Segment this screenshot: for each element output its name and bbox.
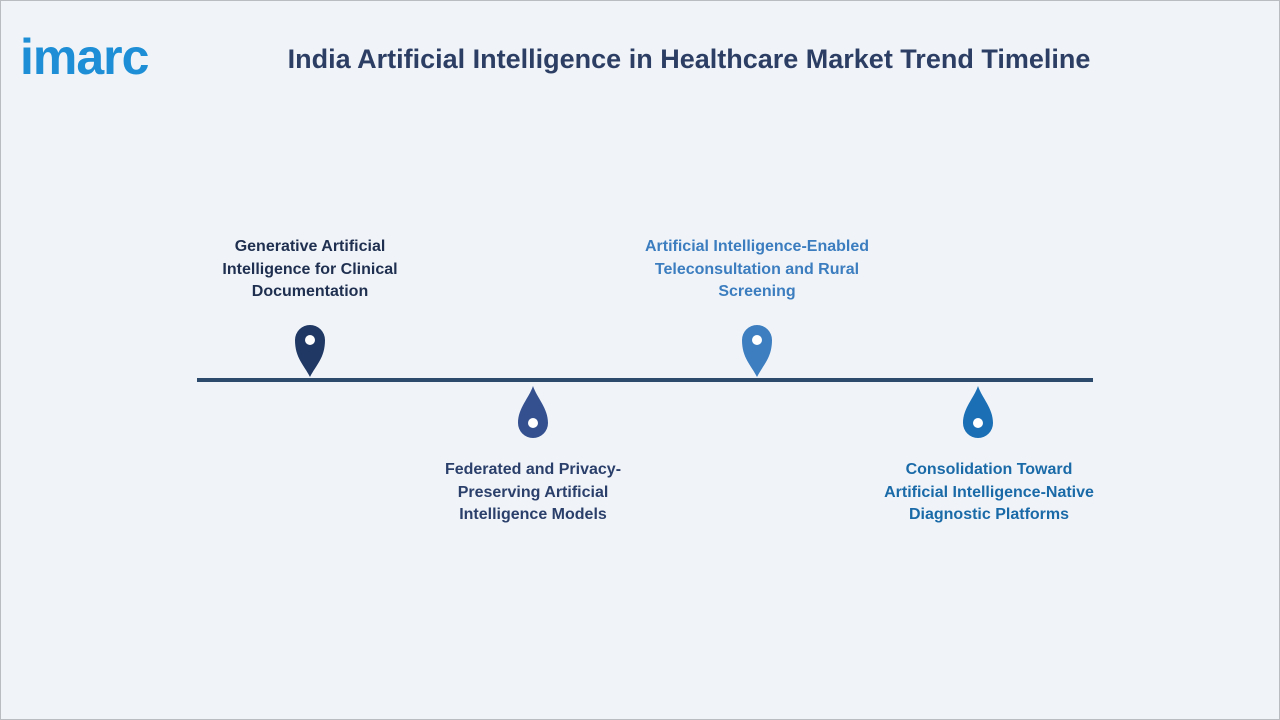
pin — [518, 386, 548, 438]
pin — [742, 325, 772, 377]
item-label: Federated and Privacy- — [445, 461, 621, 478]
item-label: Intelligence for Clinical — [222, 261, 397, 278]
pin-hole — [973, 418, 983, 428]
logo: imarc — [20, 29, 149, 85]
pin-hole — [528, 418, 538, 428]
item-label: Generative Artificial — [235, 238, 386, 255]
item-label: Intelligence Models — [459, 506, 607, 523]
pin — [295, 325, 325, 377]
item-label: Documentation — [252, 283, 368, 300]
pin-hole — [752, 335, 762, 345]
item-label: Consolidation Toward — [906, 461, 1073, 478]
item-label: Teleconsultation and Rural — [655, 261, 859, 278]
pin — [963, 386, 993, 438]
item-label: Artificial Intelligence-Native — [884, 484, 1094, 501]
pin-hole — [305, 335, 315, 345]
item-label: Artificial Intelligence-Enabled — [645, 238, 869, 255]
item-label: Preserving Artificial — [458, 484, 609, 501]
title: India Artificial Intelligence in Healthc… — [288, 44, 1091, 74]
item-label: Screening — [718, 283, 795, 300]
item-label: Diagnostic Platforms — [909, 506, 1069, 523]
